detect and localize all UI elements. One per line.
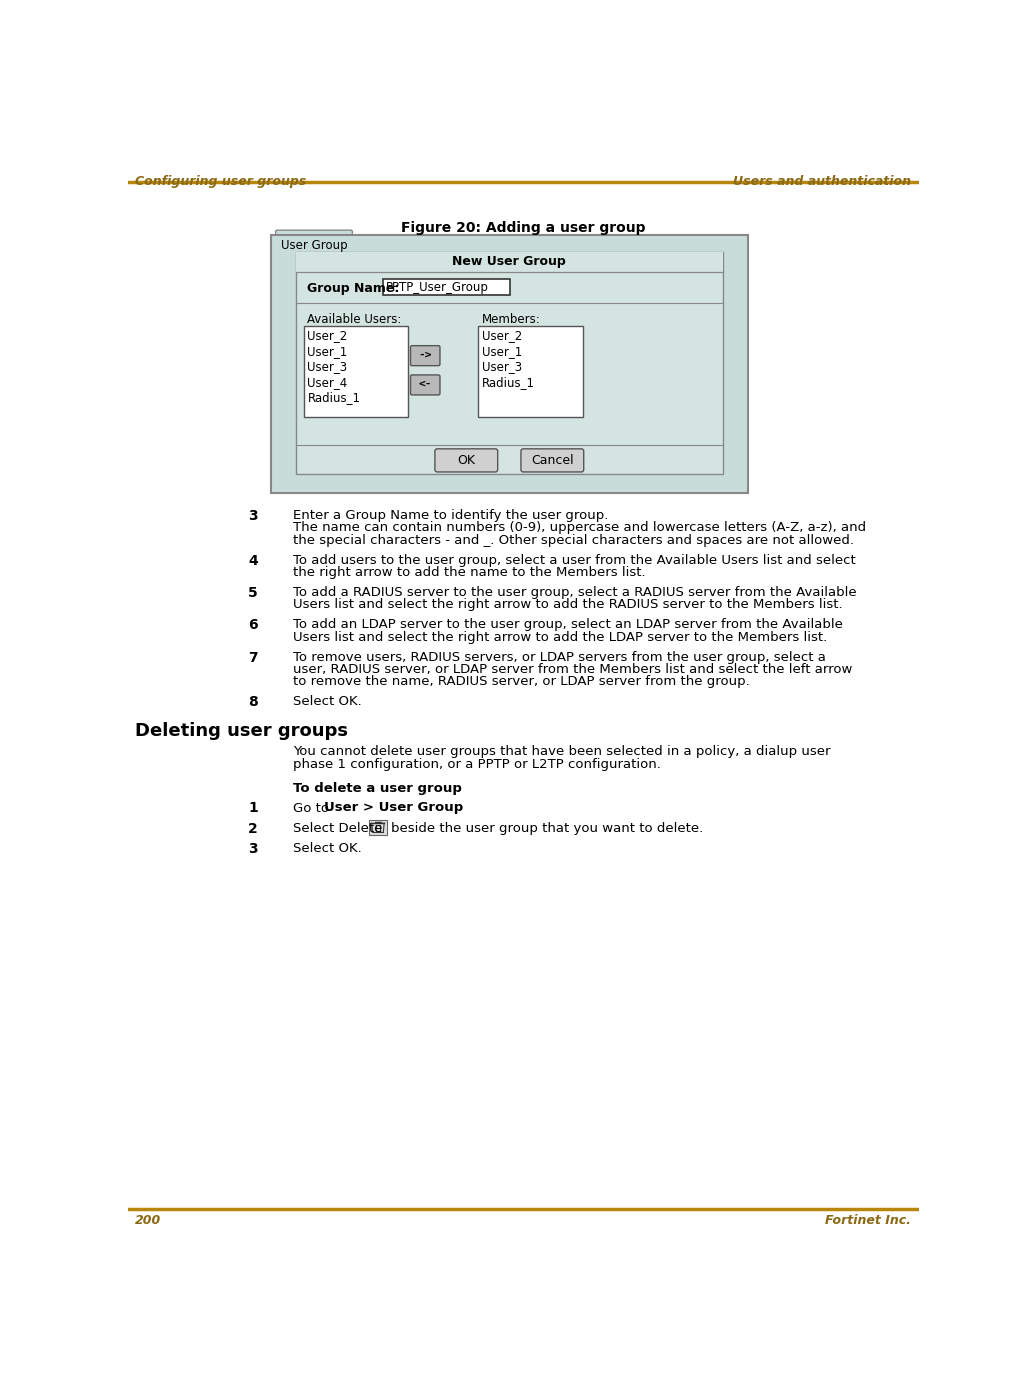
Bar xyxy=(296,252,723,272)
Text: 2: 2 xyxy=(248,822,258,836)
FancyBboxPatch shape xyxy=(271,234,747,492)
Bar xyxy=(303,325,408,416)
Text: 4: 4 xyxy=(248,553,258,568)
Text: Select Delete: Select Delete xyxy=(293,822,382,834)
Text: Cancel: Cancel xyxy=(531,454,574,467)
Text: Configuring user groups: Configuring user groups xyxy=(136,175,306,188)
Text: User_3: User_3 xyxy=(482,360,522,374)
Text: Deleting user groups: Deleting user groups xyxy=(136,723,348,741)
Text: ->: -> xyxy=(419,349,432,360)
Text: Users list and select the right arrow to add the LDAP server to the Members list: Users list and select the right arrow to… xyxy=(293,630,827,644)
Text: Members:: Members: xyxy=(482,313,540,327)
Text: 200: 200 xyxy=(136,1215,161,1227)
Text: <-: <- xyxy=(419,379,432,389)
FancyBboxPatch shape xyxy=(276,230,352,250)
Text: You cannot delete user groups that have been selected in a policy, a dialup user: You cannot delete user groups that have … xyxy=(293,745,830,758)
Text: user, RADIUS server, or LDAP server from the Members list and select the left ar: user, RADIUS server, or LDAP server from… xyxy=(293,663,853,676)
Text: Go to: Go to xyxy=(293,801,333,815)
Text: To remove users, RADIUS servers, or LDAP servers from the user group, select a: To remove users, RADIUS servers, or LDAP… xyxy=(293,651,826,663)
Text: User_2: User_2 xyxy=(482,330,522,342)
Text: beside the user group that you want to delete.: beside the user group that you want to d… xyxy=(391,822,703,834)
Text: Group Name:: Group Name: xyxy=(306,281,399,295)
Text: PPTP_User_Group: PPTP_User_Group xyxy=(386,281,489,294)
Text: 5: 5 xyxy=(248,586,258,600)
FancyBboxPatch shape xyxy=(435,448,497,472)
Bar xyxy=(296,252,723,474)
Text: User_4: User_4 xyxy=(307,375,348,389)
Text: To add users to the user group, select a user from the Available Users list and : To add users to the user group, select a… xyxy=(293,553,856,567)
Text: Select OK.: Select OK. xyxy=(293,841,361,855)
Bar xyxy=(478,325,583,416)
Text: Radius_1: Radius_1 xyxy=(307,392,360,404)
Text: the special characters - and _. Other special characters and spaces are not allo: the special characters - and _. Other sp… xyxy=(293,534,854,546)
Text: To add an LDAP server to the user group, select an LDAP server from the Availabl: To add an LDAP server to the user group,… xyxy=(293,618,842,632)
Text: 8: 8 xyxy=(248,695,258,709)
FancyBboxPatch shape xyxy=(410,375,440,394)
Text: Enter a Group Name to identify the user group.: Enter a Group Name to identify the user … xyxy=(293,509,609,521)
Text: 7: 7 xyxy=(248,651,258,665)
Text: Available Users:: Available Users: xyxy=(306,313,401,327)
Text: 6: 6 xyxy=(248,618,258,632)
Text: User_1: User_1 xyxy=(307,345,348,359)
Bar xyxy=(369,821,387,834)
FancyBboxPatch shape xyxy=(410,346,440,365)
Text: User Group: User Group xyxy=(281,239,347,251)
Text: 1: 1 xyxy=(248,801,258,815)
Text: the right arrow to add the name to the Members list.: the right arrow to add the name to the M… xyxy=(293,565,645,579)
Text: phase 1 configuration, or a PPTP or L2TP configuration.: phase 1 configuration, or a PPTP or L2TP… xyxy=(293,757,661,771)
Text: Users and authentication: Users and authentication xyxy=(733,175,911,188)
Text: OK: OK xyxy=(457,454,476,467)
Text: New User Group: New User Group xyxy=(452,255,567,268)
Text: Fortinet Inc.: Fortinet Inc. xyxy=(825,1215,911,1227)
Text: To add a RADIUS server to the user group, select a RADIUS server from the Availa: To add a RADIUS server to the user group… xyxy=(293,586,857,598)
Text: 3: 3 xyxy=(248,509,258,523)
Bar xyxy=(383,280,510,295)
Text: User_3: User_3 xyxy=(307,360,347,374)
Text: User_1: User_1 xyxy=(482,345,522,359)
Text: To delete a user group: To delete a user group xyxy=(293,782,461,796)
Text: to remove the name, RADIUS server, or LDAP server from the group.: to remove the name, RADIUS server, or LD… xyxy=(293,676,749,688)
Text: Select OK.: Select OK. xyxy=(293,695,361,709)
Text: 3: 3 xyxy=(248,841,258,855)
Text: Radius_1: Radius_1 xyxy=(482,375,535,389)
Text: User_2: User_2 xyxy=(307,330,348,342)
Text: Users list and select the right arrow to add the RADIUS server to the Members li: Users list and select the right arrow to… xyxy=(293,598,842,611)
Text: Figure 20: Adding a user group: Figure 20: Adding a user group xyxy=(401,221,646,234)
FancyBboxPatch shape xyxy=(521,448,584,472)
Text: The name can contain numbers (0-9), uppercase and lowercase letters (A-Z, a-z), : The name can contain numbers (0-9), uppe… xyxy=(293,521,866,534)
Text: User > User Group: User > User Group xyxy=(324,801,463,815)
